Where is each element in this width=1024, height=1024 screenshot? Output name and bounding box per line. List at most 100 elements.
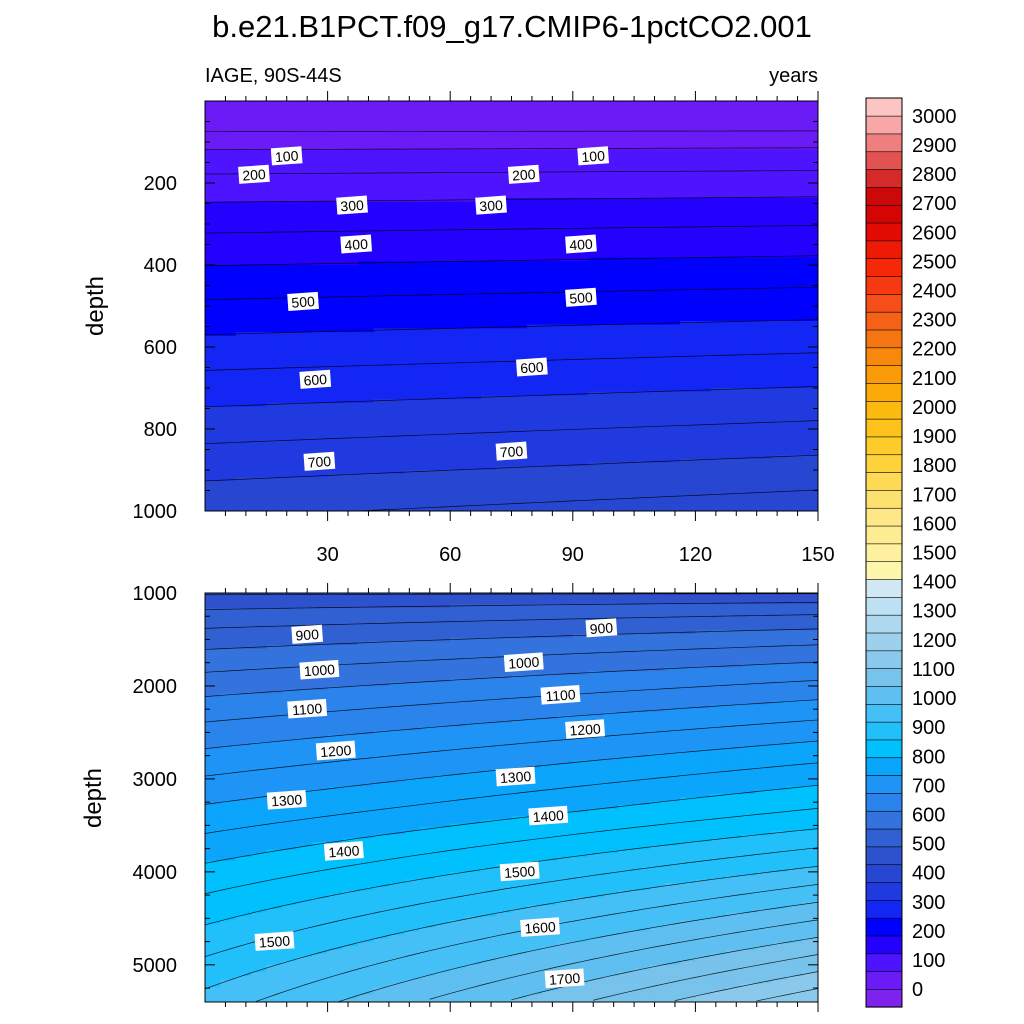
contour-fill-cell (342, 499, 359, 505)
contour-line (205, 420, 818, 445)
contour-fill-cell (327, 149, 344, 154)
contour-fill-cell (434, 265, 451, 270)
contour-fill-cell (205, 197, 221, 203)
contour-fill-cell (205, 466, 221, 471)
contour-fill-cell (296, 242, 313, 247)
contour-fill-cell (511, 268, 528, 274)
contour-fill-cell (603, 347, 620, 352)
contour-fill-cell (465, 171, 482, 177)
contour-fill-cell (419, 607, 436, 613)
contour-fill-cell (281, 309, 298, 315)
contour-fill-cell (450, 231, 467, 236)
contour-fill-cell (741, 257, 758, 262)
contour-fill-cell (434, 335, 451, 341)
contour-fill-cell (542, 481, 559, 486)
contour-fill-cell (542, 339, 559, 344)
contour-fill-cell (342, 406, 359, 411)
contour-fill-cell (572, 402, 589, 408)
contour-fill-cell (220, 108, 237, 113)
contour-fill-cell (496, 246, 513, 251)
contour-fill-cell (634, 257, 651, 262)
contour-fill-cell (419, 179, 436, 184)
contour-fill-cell (266, 458, 283, 464)
contour-fill-cell (695, 119, 712, 124)
contour-fill-cell (526, 101, 543, 106)
contour-fill-cell (266, 477, 283, 482)
contour-fill-cell (511, 302, 528, 307)
contour-fill-cell (710, 317, 727, 322)
contour-label-text: 500 (569, 289, 594, 307)
contour-fill-cell (373, 611, 390, 616)
contour-fill-cell (281, 265, 298, 270)
contour-fill-cell (710, 447, 727, 452)
contour-fill-cell (588, 142, 605, 147)
contour-fill-cell (680, 484, 696, 490)
contour-fill-cell (342, 276, 359, 281)
contour-fill-cell (634, 179, 651, 184)
contour-fill-cell (588, 406, 605, 411)
contour-fill-cell (634, 317, 651, 322)
contour-fill-cell (419, 425, 436, 430)
contour-fill-cell (327, 332, 344, 337)
contour-fill-cell (342, 604, 359, 609)
contour-fill-cell (664, 473, 681, 479)
contour-fill-cell (603, 443, 620, 449)
contour-fill-cell (296, 171, 313, 177)
contour-fill-cell (281, 600, 298, 605)
contour-fill-cell (787, 294, 804, 300)
contour-fill-cell (312, 205, 329, 210)
contour-fill-cell (205, 369, 221, 374)
contour-fill-cell (266, 402, 283, 408)
contour-fill-cell (618, 134, 635, 139)
contour-fill-cell (664, 149, 681, 154)
contour-fill-cell (496, 432, 513, 438)
contour-fill-cell (802, 335, 818, 341)
contour-fill-cell (312, 347, 329, 352)
contour-fill-cell (741, 328, 758, 333)
contour-fill-cell (450, 246, 467, 251)
contour-fill-cell (327, 313, 344, 318)
contour-fill-cell (220, 261, 237, 266)
contour-fill-cell (588, 443, 605, 449)
contour-fill-cell (281, 339, 298, 344)
contour-fill-cell (511, 406, 528, 411)
contour-fill-cell (526, 216, 543, 221)
contour-fill-cell (787, 209, 804, 214)
contour-fill-cell (756, 373, 773, 378)
contour-fill-cell (327, 607, 344, 613)
contour-fill-cell (526, 231, 543, 236)
contour-fill-cell (603, 384, 620, 389)
contour-fill-cell (649, 361, 666, 367)
contour-fill-cell (250, 410, 267, 415)
contour-fill-cell (419, 283, 436, 288)
contour-fill-cell (327, 194, 344, 199)
contour-fill-cell (296, 477, 313, 482)
contour-fill-cell (787, 417, 804, 423)
contour-fill-cell (572, 320, 589, 326)
contour-fill-cell (511, 622, 528, 628)
contour-fill-cell (695, 283, 712, 288)
contour-fill-cell (205, 365, 221, 370)
contour-fill-cell (327, 373, 344, 378)
contour-label-box (565, 287, 597, 307)
contour-fill-cell (756, 593, 773, 598)
contour-fill-cell (802, 503, 818, 508)
contour-fill-cell (266, 201, 283, 206)
contour-fill-cell (802, 209, 818, 214)
contour-fill-cell (542, 328, 559, 333)
contour-fill-cell (205, 615, 221, 620)
contour-fill-cell (588, 395, 605, 400)
contour-fill-cell (787, 220, 804, 225)
contour-fill-cell (603, 466, 620, 471)
contour-fill-cell (588, 354, 605, 359)
contour-fill-cell (419, 183, 436, 188)
contour-fill-cell (404, 324, 421, 329)
contour-fill-cell (726, 481, 742, 486)
contour-fill-cell (419, 138, 436, 143)
contour-fill-cell (434, 119, 451, 124)
contour-fill-cell (434, 224, 451, 229)
contour-fill-cell (772, 309, 788, 315)
contour-fill-cell (526, 417, 543, 423)
contour-fill-cell (296, 350, 313, 356)
contour-fill-cell (450, 395, 467, 400)
